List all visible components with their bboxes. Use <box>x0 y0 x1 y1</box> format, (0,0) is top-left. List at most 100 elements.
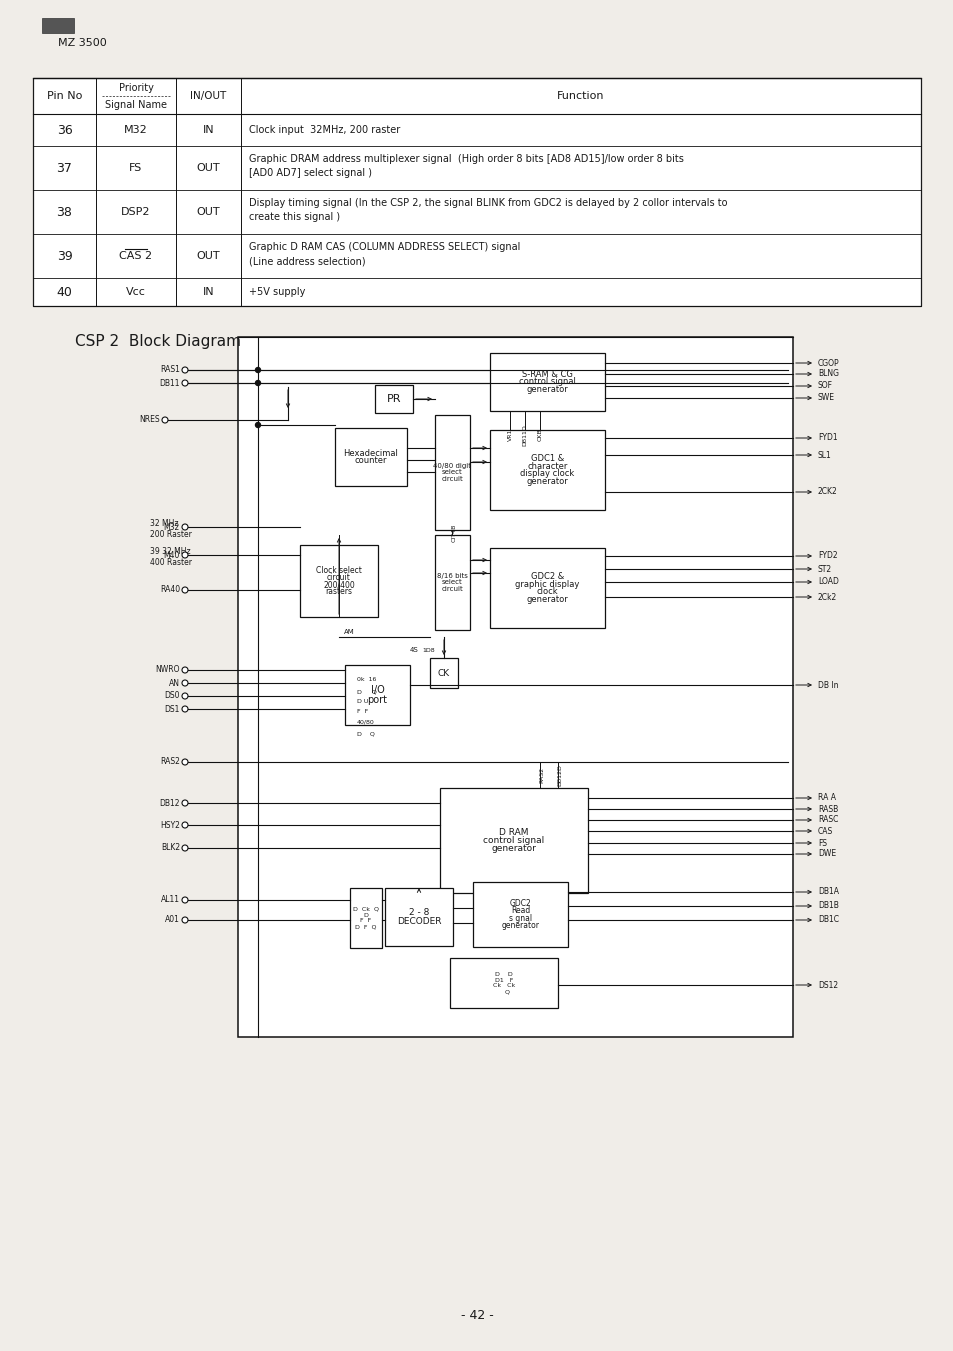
Text: D    D: D D <box>495 971 513 977</box>
Text: AL11: AL11 <box>161 896 180 905</box>
Text: DB11D: DB11D <box>522 424 527 446</box>
Text: OUT: OUT <box>196 207 220 218</box>
Text: Ck   Ck: Ck Ck <box>493 984 515 989</box>
Text: FS: FS <box>130 163 143 173</box>
Text: DS0: DS0 <box>164 692 180 701</box>
Text: DB11: DB11 <box>159 378 180 388</box>
Text: DS12: DS12 <box>817 981 838 989</box>
Text: +5V supply: +5V supply <box>249 286 305 297</box>
Text: control signal: control signal <box>518 377 576 386</box>
Text: Read: Read <box>511 907 530 916</box>
Text: create this signal ): create this signal ) <box>249 212 340 222</box>
Text: - 42 -: - 42 - <box>460 1309 493 1323</box>
Text: S-RAM & CG: S-RAM & CG <box>521 370 573 378</box>
Text: D  Ck  Q: D Ck Q <box>353 907 378 912</box>
Text: DB12D: DB12D <box>557 765 562 786</box>
Text: GDC2 &: GDC2 & <box>530 571 563 581</box>
Circle shape <box>182 759 188 765</box>
Text: CKB: CKB <box>537 428 542 442</box>
Bar <box>490 353 604 411</box>
Text: NWRO: NWRO <box>155 666 180 674</box>
Text: generator: generator <box>526 596 568 604</box>
Text: rasters: rasters <box>325 588 352 596</box>
Text: 38: 38 <box>56 205 72 219</box>
Text: IN: IN <box>202 286 214 297</box>
Text: NRES: NRES <box>139 416 160 424</box>
Text: Hexadecimal: Hexadecimal <box>343 449 398 458</box>
Circle shape <box>182 844 188 851</box>
Text: DS1: DS1 <box>165 704 180 713</box>
Text: circuit: circuit <box>441 586 463 592</box>
Text: CGOP: CGOP <box>817 358 839 367</box>
Text: 39: 39 <box>56 250 72 262</box>
Bar <box>42 18 74 32</box>
Text: D RAM: D RAM <box>498 828 528 836</box>
Circle shape <box>162 417 168 423</box>
Text: 2CK2: 2CK2 <box>817 488 837 497</box>
Bar <box>473 882 567 947</box>
Text: port: port <box>367 694 387 705</box>
Bar <box>237 336 792 1038</box>
Text: GDC2: GDC2 <box>509 900 531 908</box>
Text: Function: Function <box>557 91 604 101</box>
Text: PR: PR <box>386 394 401 404</box>
Text: DB1A: DB1A <box>817 888 838 897</box>
Text: select: select <box>441 470 462 476</box>
Text: clock: clock <box>537 588 558 596</box>
Text: display clock: display clock <box>519 469 574 478</box>
Text: generator: generator <box>526 385 568 394</box>
Text: IN: IN <box>202 126 214 135</box>
Text: CAS: CAS <box>817 827 832 835</box>
Text: M32: M32 <box>124 126 148 135</box>
Text: generator: generator <box>501 921 539 929</box>
Bar <box>33 78 920 305</box>
Circle shape <box>182 367 188 373</box>
Text: RA A: RA A <box>817 793 835 802</box>
Text: AN: AN <box>169 678 180 688</box>
Bar <box>435 535 470 630</box>
Text: (Line address selection): (Line address selection) <box>249 255 365 266</box>
Text: Pin No: Pin No <box>47 91 82 101</box>
Bar <box>335 428 407 486</box>
Text: 40: 40 <box>56 285 72 299</box>
Text: DB In: DB In <box>817 681 838 689</box>
Circle shape <box>182 586 188 593</box>
Text: MZ 3500: MZ 3500 <box>58 38 107 49</box>
Text: CIT4B: CIT4B <box>452 523 456 542</box>
Text: D    Q: D Q <box>356 731 375 736</box>
Text: control signal: control signal <box>483 836 544 844</box>
Text: SL1: SL1 <box>817 450 831 459</box>
Text: 36: 36 <box>56 123 72 136</box>
Text: BLK2: BLK2 <box>161 843 180 852</box>
Text: ST2: ST2 <box>817 565 831 574</box>
Text: [AD0 AD7] select signal ): [AD0 AD7] select signal ) <box>249 168 372 178</box>
Text: Graphic D RAM CAS (COLUMN ADDRESS SELECT) signal: Graphic D RAM CAS (COLUMN ADDRESS SELECT… <box>249 242 519 253</box>
Bar <box>435 415 470 530</box>
Text: 2 - 8: 2 - 8 <box>409 908 429 917</box>
Text: DB1C: DB1C <box>817 916 838 924</box>
Text: RAS2: RAS2 <box>160 758 180 766</box>
Text: D1   F: D1 F <box>495 978 513 982</box>
Text: D     Q: D Q <box>356 689 376 694</box>
Text: 37: 37 <box>56 162 72 174</box>
Bar <box>385 888 453 946</box>
Bar <box>345 665 410 725</box>
Text: DECODER: DECODER <box>396 917 441 925</box>
Text: CAS 2: CAS 2 <box>119 251 152 261</box>
Bar <box>375 385 413 413</box>
Text: D U: D U <box>356 698 368 704</box>
Text: 200 Raster: 200 Raster <box>150 530 192 539</box>
Text: Graphic DRAM address multiplexer signal  (High order 8 bits [AD8 AD15]/low order: Graphic DRAM address multiplexer signal … <box>249 154 683 163</box>
Text: BLNG: BLNG <box>817 370 838 378</box>
Text: OUT: OUT <box>196 251 220 261</box>
Bar <box>450 958 558 1008</box>
Text: 4S: 4S <box>410 647 418 653</box>
Circle shape <box>255 367 260 373</box>
Text: AM: AM <box>344 630 355 635</box>
Text: 400 Raster: 400 Raster <box>150 558 192 567</box>
Circle shape <box>182 917 188 923</box>
Circle shape <box>182 693 188 698</box>
Text: 1D8: 1D8 <box>421 647 435 653</box>
Text: D  F  Q: D F Q <box>355 924 376 929</box>
Text: generator: generator <box>526 477 568 486</box>
